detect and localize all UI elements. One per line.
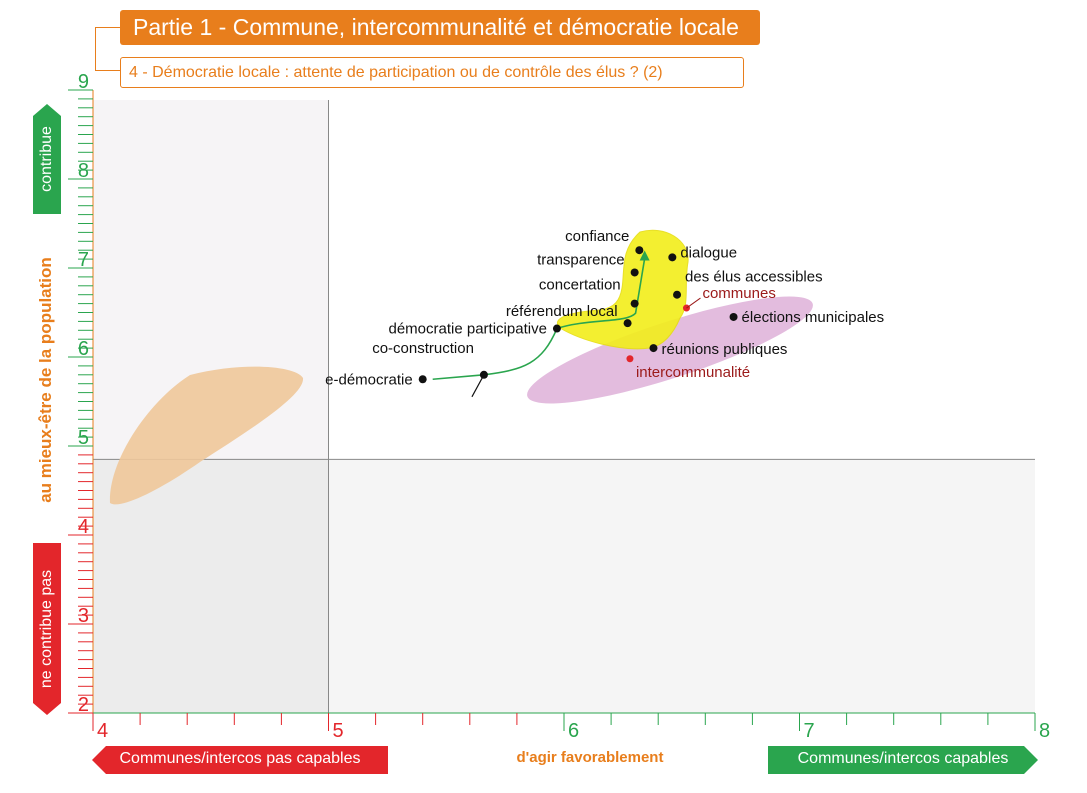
ne-contribue-pas-label: ne contribue pas <box>38 569 55 689</box>
data-point <box>635 246 644 255</box>
group-label: communes <box>702 285 775 302</box>
part-title: Partie 1 - Commune, intercommunalité et … <box>120 10 760 45</box>
y-tick-label: 6 <box>78 338 89 360</box>
data-point <box>552 324 561 333</box>
x-tick-label: 7 <box>804 720 815 742</box>
y-tick-label: 8 <box>78 160 89 182</box>
point-label: référendum local <box>506 303 618 320</box>
title-bracket <box>95 27 120 71</box>
section-title: 4 - Démocratie locale : attente de parti… <box>120 57 744 88</box>
x-tick-label: 4 <box>97 720 108 742</box>
data-point <box>668 253 677 262</box>
zone-intercommunalite-pink <box>527 296 813 404</box>
leader-line <box>471 374 485 398</box>
point-label: e-démocratie <box>325 371 413 388</box>
point-label: démocratie participative <box>389 321 547 338</box>
y-tick-label: 3 <box>78 605 89 627</box>
x-tick-label: 5 <box>333 720 344 742</box>
leader-line <box>686 297 701 309</box>
data-point <box>729 312 738 321</box>
point-label: élections municipales <box>742 309 885 326</box>
point-label: dialogue <box>680 244 737 261</box>
y-tick-label: 9 <box>78 71 89 93</box>
group-point <box>626 355 634 363</box>
y-tick-label: 4 <box>78 516 89 538</box>
capables-arrow: Communes/intercos capables <box>768 746 1038 774</box>
x-tick-label: 6 <box>568 720 579 742</box>
point-label: transparence <box>537 251 625 268</box>
point-label: réunions publiques <box>661 341 787 358</box>
point-label: confiance <box>565 228 629 245</box>
data-point <box>623 319 632 328</box>
point-label: co-construction <box>372 340 474 357</box>
data-point <box>630 299 639 308</box>
y-tick-label: 2 <box>78 694 89 716</box>
quadrant-bottom-right <box>328 459 1035 713</box>
x-tick-label: 8 <box>1039 720 1050 742</box>
x-axis-title: d'agir favorablement <box>516 749 664 766</box>
group-label: intercommunalité <box>636 364 750 381</box>
contribue-arrow: contribue <box>33 104 61 214</box>
data-point <box>673 290 682 299</box>
quadrant-bottom-left <box>93 459 329 713</box>
point-label: concertation <box>539 277 621 294</box>
point-label: des élus accessibles <box>685 269 823 286</box>
zone-communes-yellow <box>557 229 689 350</box>
data-point <box>418 375 427 384</box>
pas-capables-arrow: Communes/intercos pas capables <box>92 746 388 774</box>
y-tick-label: 7 <box>78 249 89 271</box>
contribue-label: contribue <box>38 126 55 192</box>
data-point <box>649 344 658 353</box>
trend-arrowhead <box>639 250 650 261</box>
y-axis-title-text: au mieux-être de la population <box>36 257 55 503</box>
data-point <box>630 268 639 277</box>
zone-upward-tan <box>109 366 304 505</box>
ne-contribue-pas-arrow: ne contribue pas <box>33 543 61 715</box>
y-tick-label: 5 <box>78 427 89 449</box>
